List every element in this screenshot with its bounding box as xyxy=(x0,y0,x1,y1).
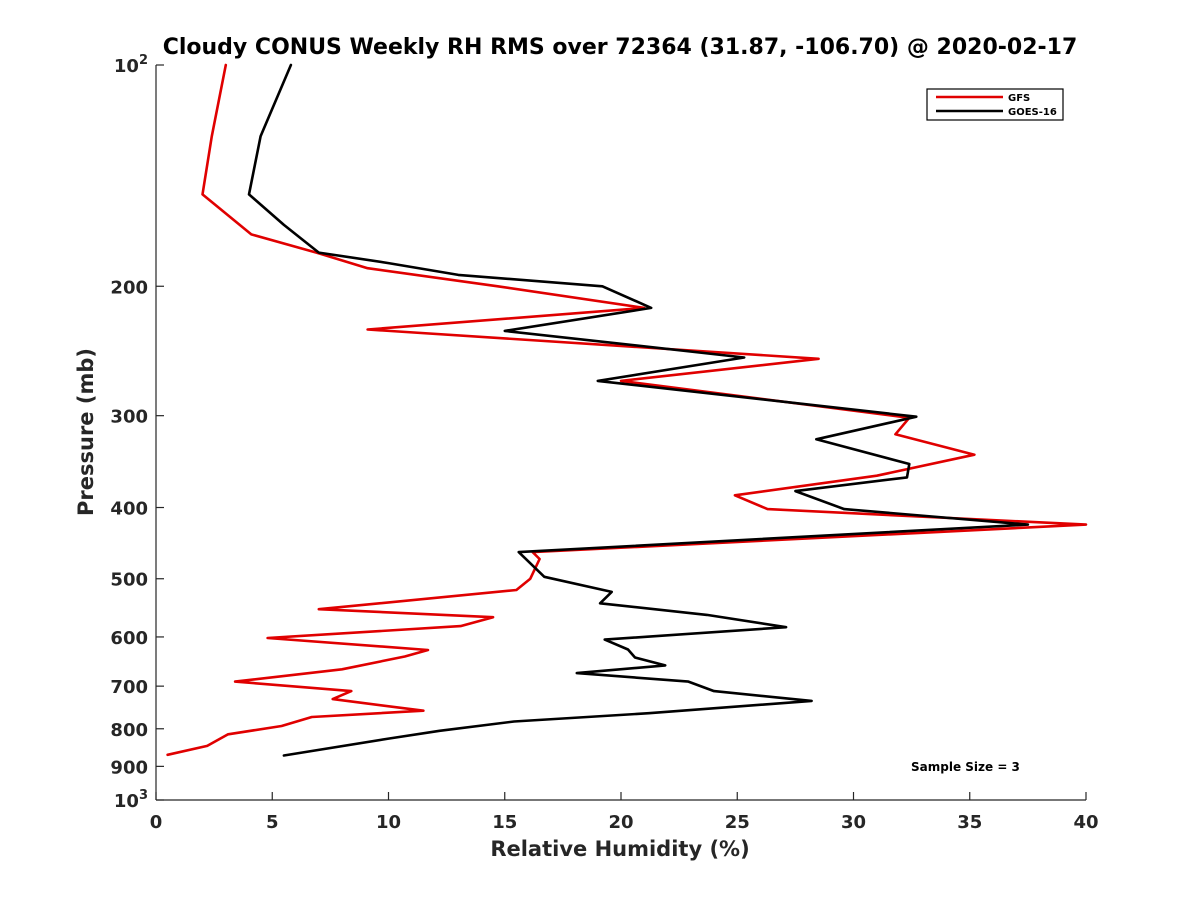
x-tick-label: 30 xyxy=(841,812,866,833)
y-tick-label: 700 xyxy=(110,677,148,698)
x-tick-label: 15 xyxy=(492,812,517,833)
x-tick-label: 25 xyxy=(725,812,750,833)
x-tick-label: 35 xyxy=(957,812,982,833)
axis-frame xyxy=(155,65,1086,801)
y-tick-label: 200 xyxy=(110,277,148,298)
y-tick-label: 500 xyxy=(110,570,148,591)
x-tick-label: 0 xyxy=(150,812,163,833)
x-axis-label: Relative Humidity (%) xyxy=(490,837,749,861)
series-line-gfs xyxy=(166,63,1088,757)
y-tick-label: 102 xyxy=(114,53,148,77)
legend-box xyxy=(926,88,1064,121)
y-tick-label: 103 xyxy=(114,788,148,812)
x-axis-ticks: 0 5 10 15 20 25 30 35 40 xyxy=(150,792,1099,833)
x-tick-label: 5 xyxy=(266,812,279,833)
legend-label-goes16: GOES-16 xyxy=(1008,107,1057,118)
y-tick-label: 600 xyxy=(110,628,148,649)
legend-label-gfs: GFS xyxy=(1008,93,1030,104)
chart-title: Cloudy CONUS Weekly RH RMS over 72364 (3… xyxy=(163,35,1078,60)
y-tick-label: 800 xyxy=(110,720,148,741)
y-tick-label: 400 xyxy=(110,499,148,520)
y-tick-label: 300 xyxy=(110,407,148,428)
y-tick-label: 900 xyxy=(110,757,148,778)
series-line-goes-16 xyxy=(247,63,1030,757)
x-tick-label: 20 xyxy=(608,812,633,833)
x-tick-label: 40 xyxy=(1073,812,1098,833)
y-axis-label: Pressure (mb) xyxy=(74,348,98,516)
sample-size-annotation: Sample Size = 3 xyxy=(911,760,1020,774)
series-lines xyxy=(166,63,1088,757)
y-axis-ticks: 102 200 300 400 500 600 700 800 900 103 xyxy=(110,53,164,812)
legend: GFS GOES-16 xyxy=(926,88,1064,121)
x-tick-label: 10 xyxy=(376,812,401,833)
